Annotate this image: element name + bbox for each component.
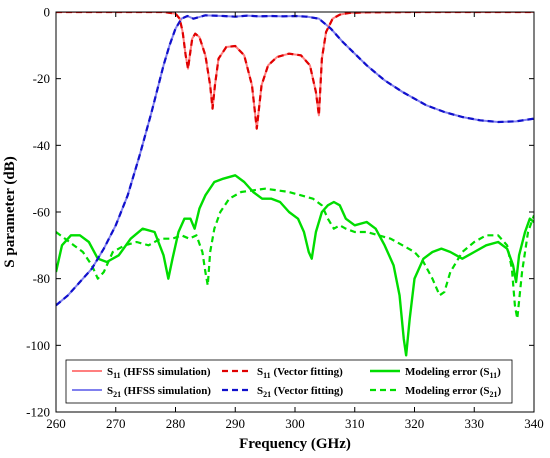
legend-label-main: S <box>257 385 263 397</box>
legend-label-sub: 11 <box>490 371 498 380</box>
legend-label-tail: (HFSS simulation) <box>121 366 211 378</box>
legend-label-s11_vf: S11 (Vector fitting) <box>257 366 343 380</box>
legend-label-s21_vf: S21 (Vector fitting) <box>257 385 344 399</box>
x-axis-title: Frequency (GHz) <box>239 436 351 452</box>
series-line-s11_vf <box>56 12 534 130</box>
legend: S11 (HFSS simulation) S11 (Vector fitting… <box>65 359 513 404</box>
x-tick-label: 310 <box>345 416 365 431</box>
x-tick-label: 270 <box>106 416 126 431</box>
legend-box <box>65 359 513 404</box>
legend-label-tail: ) <box>498 385 502 397</box>
legend-label-tail: (Vector fitting) <box>271 385 343 397</box>
x-tick-label: 340 <box>524 416 544 431</box>
legend-label-err_s11: Modeling error (S11) <box>405 366 501 380</box>
y-tick-label: -60 <box>33 205 50 220</box>
legend-label-sub: 11 <box>263 371 271 380</box>
x-tick-label: 280 <box>166 416 186 431</box>
legend-label-tail: (Vector fitting) <box>271 366 343 378</box>
legend-label-err_s21: Modeling error (S21) <box>405 385 502 399</box>
legend-label-sub: 21 <box>490 390 498 399</box>
legend-label-main: Modeling error (S <box>405 366 490 378</box>
ticks-layer: 260 270 280 290 300 310 320 330 340 0 -20 -40 -60 -80… <box>26 5 544 432</box>
plot-background <box>56 12 534 412</box>
y-axis-title: S parameter (dB) <box>2 156 18 267</box>
y-tick-label: -100 <box>26 338 50 353</box>
series-line-err_s21 <box>56 187 534 320</box>
legend-label-sub: 21 <box>263 390 271 399</box>
legend-label-tail: ) <box>497 366 501 378</box>
y-tick-label: -80 <box>33 271 50 286</box>
x-tick-label: 330 <box>465 416 485 431</box>
series-layer <box>56 12 534 357</box>
legend-label-tail: (HFSS simulation) <box>121 385 211 397</box>
y-tick-label: -20 <box>33 71 50 86</box>
series-line-err_s11 <box>56 174 534 357</box>
series-line-s21_vf <box>56 14 534 307</box>
legend-label-main: S <box>257 366 263 378</box>
y-tick-label: -120 <box>26 405 50 420</box>
y-tick-label: -40 <box>33 138 50 153</box>
x-tick-label: 320 <box>405 416 425 431</box>
x-tick-label: 290 <box>226 416 246 431</box>
legend-label-s21_hfss: S21 (HFSS simulation) <box>107 385 211 399</box>
legend-label-sub: 21 <box>113 390 121 399</box>
y-tick-label: 0 <box>44 5 51 20</box>
x-tick-label: 300 <box>285 416 305 431</box>
legend-label-main: Modeling error (S <box>405 385 490 397</box>
legend-label-s11_hfss: S11 (HFSS simulation) <box>107 366 211 380</box>
legend-label-main: S <box>107 385 113 397</box>
legend-label-sub: 11 <box>113 371 121 380</box>
x-tick-label: 260 <box>46 416 66 431</box>
legend-label-main: S <box>107 366 113 378</box>
